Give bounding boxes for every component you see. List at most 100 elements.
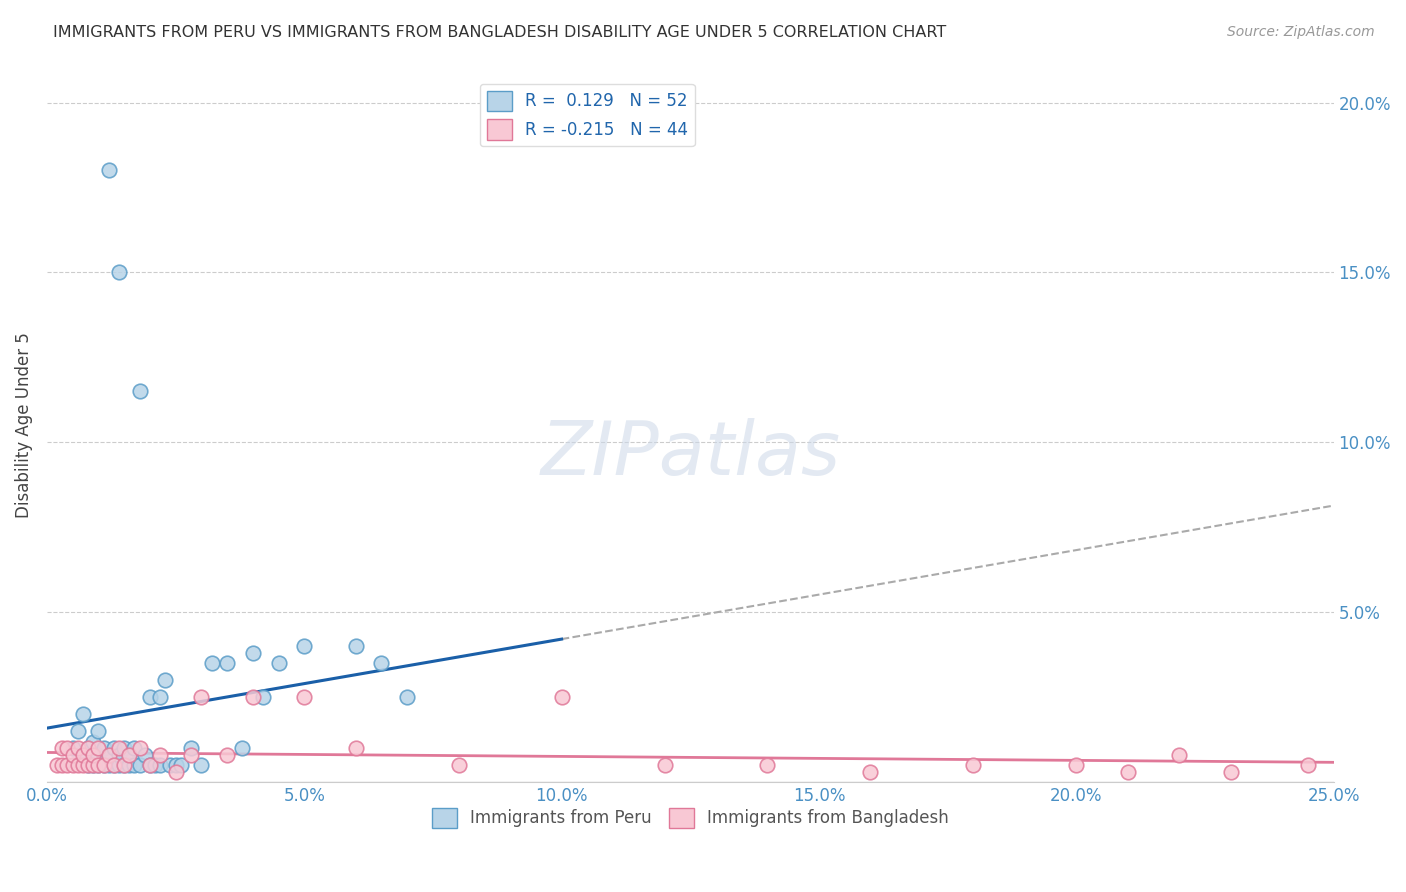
Point — [82, 758, 104, 772]
Point — [82, 748, 104, 763]
Point — [51, 758, 73, 772]
Point — [62, 748, 84, 763]
Point — [46, 758, 69, 772]
Point — [292, 690, 315, 705]
Point — [128, 741, 150, 756]
Point — [118, 748, 141, 763]
Point — [180, 748, 202, 763]
Point — [97, 748, 120, 763]
Point — [215, 657, 238, 671]
Point — [82, 734, 104, 748]
Point — [112, 758, 135, 772]
Point — [139, 690, 162, 705]
Point — [87, 758, 110, 772]
Point — [72, 758, 94, 772]
Point — [77, 758, 100, 772]
Point — [190, 690, 212, 705]
Point — [97, 163, 120, 178]
Point — [1168, 748, 1191, 763]
Point — [756, 758, 779, 772]
Point — [149, 690, 172, 705]
Point — [77, 758, 100, 772]
Point — [82, 758, 104, 772]
Point — [962, 758, 984, 772]
Point — [112, 741, 135, 756]
Point — [447, 758, 470, 772]
Point — [118, 758, 141, 772]
Point — [97, 758, 120, 772]
Point — [103, 758, 125, 772]
Point — [344, 640, 367, 654]
Point — [124, 741, 146, 756]
Point — [200, 657, 222, 671]
Point — [128, 758, 150, 772]
Point — [215, 748, 238, 763]
Point — [118, 748, 141, 763]
Point — [1296, 758, 1319, 772]
Point — [180, 741, 202, 756]
Point — [93, 758, 115, 772]
Point — [1116, 765, 1139, 780]
Point — [370, 657, 392, 671]
Text: IMMIGRANTS FROM PERU VS IMMIGRANTS FROM BANGLADESH DISABILITY AGE UNDER 5 CORREL: IMMIGRANTS FROM PERU VS IMMIGRANTS FROM … — [53, 25, 946, 40]
Legend: Immigrants from Peru, Immigrants from Bangladesh: Immigrants from Peru, Immigrants from Ba… — [425, 801, 955, 835]
Point — [87, 758, 110, 772]
Point — [72, 748, 94, 763]
Point — [231, 741, 253, 756]
Point — [159, 758, 181, 772]
Point — [165, 758, 187, 772]
Point — [654, 758, 676, 772]
Point — [103, 741, 125, 756]
Point — [292, 640, 315, 654]
Point — [77, 741, 100, 756]
Point — [66, 758, 89, 772]
Point — [143, 758, 166, 772]
Point — [97, 748, 120, 763]
Point — [112, 758, 135, 772]
Point — [149, 748, 172, 763]
Point — [252, 690, 274, 705]
Point — [103, 758, 125, 772]
Point — [124, 758, 146, 772]
Point — [66, 741, 89, 756]
Point — [267, 657, 290, 671]
Point — [51, 741, 73, 756]
Point — [66, 724, 89, 739]
Point — [108, 265, 131, 279]
Point — [93, 758, 115, 772]
Point — [859, 765, 882, 780]
Point — [77, 741, 100, 756]
Point — [242, 646, 264, 660]
Point — [72, 707, 94, 722]
Point — [139, 758, 162, 772]
Point — [344, 741, 367, 756]
Point — [56, 758, 79, 772]
Point — [108, 741, 131, 756]
Point — [87, 724, 110, 739]
Point — [1064, 758, 1087, 772]
Point — [108, 758, 131, 772]
Point — [139, 758, 162, 772]
Point — [1219, 765, 1241, 780]
Point — [155, 673, 177, 688]
Point — [242, 690, 264, 705]
Text: Source: ZipAtlas.com: Source: ZipAtlas.com — [1227, 25, 1375, 39]
Point — [396, 690, 419, 705]
Point — [190, 758, 212, 772]
Point — [56, 741, 79, 756]
Point — [72, 748, 94, 763]
Point — [62, 758, 84, 772]
Point — [550, 690, 572, 705]
Point — [149, 758, 172, 772]
Point — [165, 765, 187, 780]
Point — [82, 748, 104, 763]
Point — [93, 741, 115, 756]
Point — [134, 748, 156, 763]
Point — [170, 758, 193, 772]
Point — [108, 748, 131, 763]
Point — [87, 748, 110, 763]
Point — [87, 741, 110, 756]
Text: ZIPatlas: ZIPatlas — [540, 418, 841, 490]
Y-axis label: Disability Age Under 5: Disability Age Under 5 — [15, 333, 32, 518]
Point — [128, 384, 150, 399]
